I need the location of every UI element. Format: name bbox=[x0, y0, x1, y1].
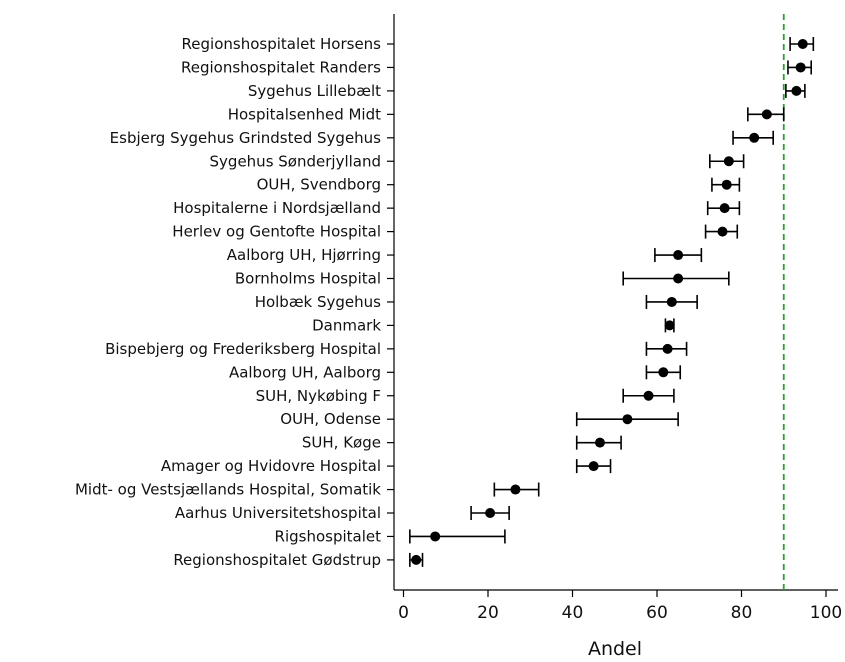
x-tick-label: 20 bbox=[477, 603, 499, 623]
data-marks bbox=[409, 37, 815, 567]
data-point bbox=[797, 39, 808, 49]
y-tick-label: Sygehus Sønderjylland bbox=[210, 152, 381, 170]
y-tick-label: Holbæk Sygehus bbox=[255, 293, 381, 311]
x-tick-label: 60 bbox=[646, 603, 668, 623]
y-tick-label: Aalborg UH, Aalborg bbox=[229, 363, 381, 381]
data-point bbox=[666, 296, 677, 307]
data-point bbox=[795, 62, 806, 73]
data-point bbox=[749, 132, 760, 143]
data-point bbox=[588, 461, 599, 472]
error-bar bbox=[409, 529, 506, 544]
data-point bbox=[662, 343, 673, 354]
data-point bbox=[721, 179, 732, 190]
data-point bbox=[594, 437, 605, 448]
y-tick-label: Herlev og Gentofte Hospital bbox=[172, 223, 381, 241]
y-tick-label: Hospitalsenhed Midt bbox=[228, 105, 381, 123]
y-tick-label: Regionshospitalet Gødstrup bbox=[173, 551, 381, 569]
y-tick-label: Esbjerg Sygehus Grindsted Sygehus bbox=[110, 129, 382, 147]
y-tick-label: SUH, Køge bbox=[302, 434, 381, 452]
data-point bbox=[719, 203, 730, 214]
x-axis-title: Andel bbox=[588, 638, 642, 660]
x-tick-label: 0 bbox=[398, 603, 409, 623]
y-axis: Regionshospitalet Horsens Regionshospital… bbox=[75, 14, 395, 590]
y-tick-label: Midt- og Vestsjællands Hospital, Somatik bbox=[75, 481, 381, 499]
x-tick-label: 100 bbox=[810, 603, 842, 623]
y-tick-label: Bornholms Hospital bbox=[235, 270, 381, 288]
y-tick-label: Aalborg UH, Hjørring bbox=[227, 246, 381, 264]
data-point bbox=[622, 414, 633, 425]
x-tick-label: 40 bbox=[562, 603, 584, 623]
x-axis: 0 20 40 60 80 100 bbox=[394, 589, 842, 623]
y-tick-label: SUH, Nykøbing F bbox=[256, 387, 381, 405]
data-point bbox=[658, 367, 669, 378]
y-tick-label: OUH, Odense bbox=[280, 410, 381, 428]
y-tick-label: Sygehus Lillebælt bbox=[248, 82, 381, 100]
data-point bbox=[643, 390, 654, 401]
data-point bbox=[717, 226, 728, 237]
y-tick-label: OUH, Svendborg bbox=[257, 176, 381, 194]
x-tick-label: 80 bbox=[731, 603, 753, 623]
data-point bbox=[673, 250, 684, 261]
data-point bbox=[761, 109, 772, 120]
y-tick-label: Regionshospitalet Randers bbox=[181, 58, 381, 76]
y-tick-label: Hospitalerne i Nordsjælland bbox=[173, 199, 381, 217]
data-point bbox=[723, 156, 734, 167]
y-tick-label: Bispebjerg og Frederiksberg Hospital bbox=[105, 340, 381, 358]
data-point bbox=[510, 484, 521, 495]
y-tick-label: Rigshospitalet bbox=[275, 527, 382, 545]
data-point bbox=[791, 85, 802, 96]
data-point bbox=[430, 531, 441, 542]
data-point bbox=[664, 320, 675, 331]
data-point bbox=[411, 554, 422, 565]
y-tick-label: Aarhus Universitetshospital bbox=[175, 504, 381, 522]
data-point bbox=[485, 508, 496, 518]
y-tick-label: Danmark bbox=[312, 316, 381, 334]
y-tick-label: Amager og Hvidovre Hospital bbox=[161, 457, 381, 475]
data-point bbox=[673, 273, 684, 284]
y-tick-label: Regionshospitalet Horsens bbox=[182, 35, 382, 53]
